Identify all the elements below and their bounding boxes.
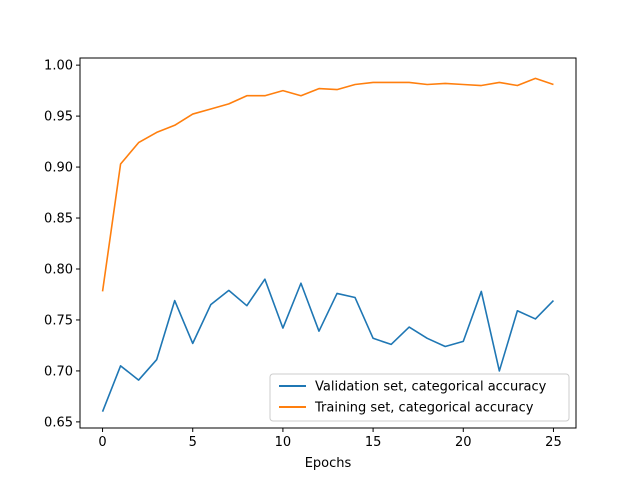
x-tick-label: 10 [275, 435, 292, 450]
legend: Validation set, categorical accuracy Tra… [269, 373, 570, 422]
y-tick-label: 0.70 [44, 364, 73, 379]
y-axis: 0.65 0.70 0.75 0.80 0.85 0.90 0.95 1.00 [44, 59, 80, 430]
x-tick-label: 5 [189, 435, 197, 450]
y-tick-label: 1.00 [44, 59, 73, 74]
x-axis: 0 5 10 15 20 25 [98, 428, 562, 450]
series-line-0 [101, 278, 555, 412]
series-line-1 [101, 77, 554, 292]
y-tick-label: 0.95 [44, 110, 73, 125]
x-tick-label: 15 [365, 435, 382, 450]
plot-frame [79, 57, 577, 429]
y-tick-label: 0.75 [44, 313, 73, 328]
y-tick-label: 0.65 [44, 415, 73, 430]
series-layer [101, 77, 555, 412]
legend-box [269, 373, 570, 422]
plot-background [80, 58, 576, 428]
x-axis-title: Epochs [305, 456, 352, 471]
x-tick-label: 20 [455, 435, 472, 450]
y-tick-label: 0.90 [44, 161, 73, 176]
y-tick-label: 0.80 [44, 262, 73, 277]
legend-label-training: Training set, categorical accuracy [314, 401, 534, 416]
x-tick-label: 25 [545, 435, 562, 450]
legend-label-validation: Validation set, categorical accuracy [315, 380, 547, 395]
y-tick-label: 0.85 [44, 212, 73, 227]
x-tick-label: 0 [98, 435, 106, 450]
